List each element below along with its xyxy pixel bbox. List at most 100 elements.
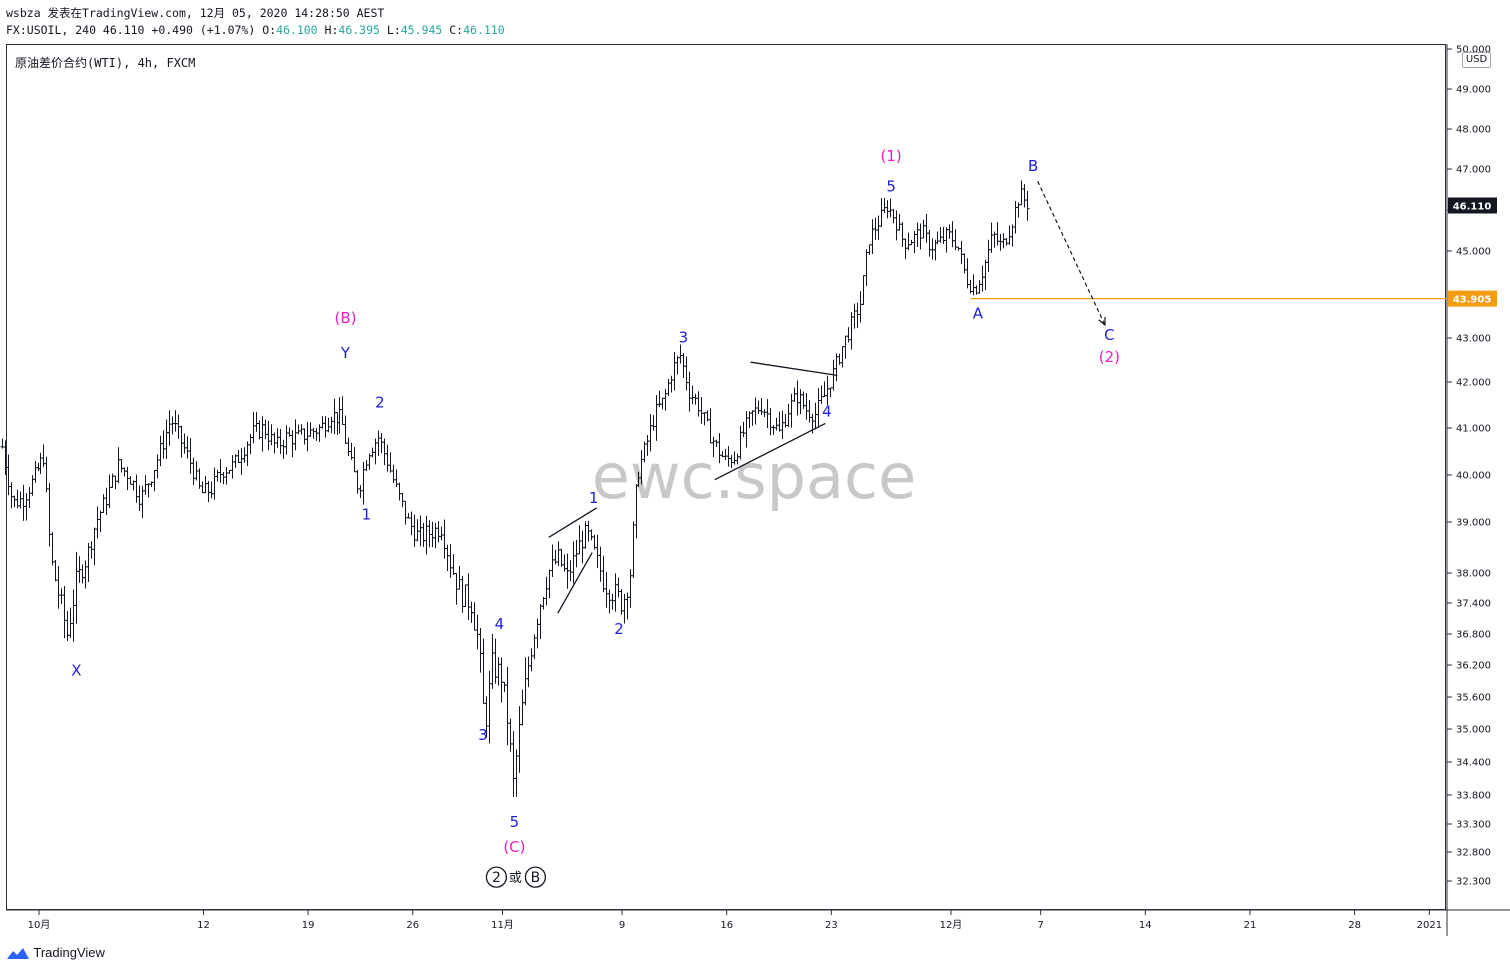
wave-label[interactable]: 1 bbox=[589, 489, 599, 507]
ohlc-bar bbox=[373, 438, 378, 465]
publish-info-text: wsbza 发表在TradingView.com, 12月 05, 2020 1… bbox=[6, 6, 385, 20]
ohlc-bar bbox=[589, 529, 594, 541]
ohlc-bar bbox=[218, 459, 223, 483]
ohlc-bar bbox=[804, 392, 809, 420]
ohlc-bar bbox=[610, 593, 615, 610]
ohlc-bar bbox=[424, 515, 429, 555]
ohlc-bar bbox=[361, 461, 366, 505]
y-axis-label: 49.000 bbox=[1456, 85, 1491, 96]
wave-label[interactable]: A bbox=[973, 304, 984, 322]
wave-label[interactable]: 4 bbox=[495, 615, 505, 633]
ohlc-bar bbox=[595, 534, 600, 569]
y-axis-label: 48.000 bbox=[1456, 125, 1491, 136]
ohlc-bar bbox=[3, 440, 8, 475]
ohlc-bar bbox=[137, 485, 142, 511]
ohlc-bar bbox=[962, 253, 967, 274]
ohlc-bar bbox=[12, 495, 17, 508]
ohlc-bar bbox=[230, 455, 235, 479]
wave-label[interactable]: 2 bbox=[614, 620, 624, 638]
degree-label-or: 或 bbox=[509, 871, 522, 886]
ohlc-bar bbox=[547, 569, 552, 599]
tradingview-branding[interactable]: TradingView bbox=[6, 945, 105, 961]
ohlc-bar bbox=[675, 355, 680, 375]
watermark-text: ewc.space bbox=[592, 440, 917, 513]
x-axis-label: 11月 bbox=[491, 919, 514, 931]
trendline[interactable] bbox=[750, 361, 838, 377]
ohlc-bar bbox=[786, 403, 791, 428]
ohlc-bar bbox=[457, 565, 462, 590]
ohlc-bar bbox=[693, 393, 698, 405]
ohlc-bar bbox=[873, 217, 878, 240]
ohlc-bar bbox=[427, 520, 432, 548]
ohlc-bar bbox=[1022, 184, 1027, 208]
wave-label[interactable]: (1) bbox=[881, 147, 902, 165]
ohlc-bar bbox=[481, 638, 486, 704]
trendline[interactable] bbox=[548, 507, 597, 538]
chart-pane[interactable] bbox=[6, 44, 1446, 910]
ohlc-bar bbox=[885, 200, 890, 219]
y-axis-label: 50.000 bbox=[1456, 45, 1491, 56]
low-label: L: bbox=[386, 23, 401, 37]
wave-label[interactable]: 4 bbox=[822, 403, 832, 421]
wave-label[interactable]: C bbox=[1104, 326, 1114, 344]
ohlc-bar bbox=[56, 566, 61, 609]
y-axis-label: 33.800 bbox=[1456, 791, 1491, 802]
wave-label[interactable]: Y bbox=[340, 344, 351, 362]
wave-label[interactable]: 5 bbox=[510, 813, 520, 831]
close-label: C: bbox=[449, 23, 464, 37]
ohlc-bar bbox=[158, 435, 163, 467]
wave-label[interactable]: 5 bbox=[886, 178, 896, 196]
ohlc-bar bbox=[221, 472, 226, 485]
wave-label[interactable]: 3 bbox=[478, 726, 488, 744]
wave-label[interactable]: X bbox=[71, 662, 81, 680]
wave-label[interactable]: (2) bbox=[1099, 348, 1120, 366]
trendline[interactable] bbox=[557, 552, 593, 614]
wave-label[interactable]: (C) bbox=[503, 838, 525, 856]
ohlc-bar bbox=[475, 614, 480, 650]
ohlc-bar bbox=[511, 731, 516, 798]
wave-label[interactable]: B bbox=[1028, 157, 1038, 175]
tradingview-logo-icon bbox=[7, 947, 29, 959]
x-axis-label: 23 bbox=[825, 920, 838, 931]
y-axis-label: 45.000 bbox=[1456, 247, 1491, 258]
symbol-text: FX:USOIL, 240 46.110 bbox=[6, 23, 152, 37]
ohlc-bar bbox=[571, 541, 576, 584]
ohlc-bar bbox=[412, 514, 417, 547]
ohlc-bar bbox=[314, 428, 319, 441]
ohlc-bar bbox=[935, 231, 940, 245]
ohlc-bar bbox=[24, 493, 29, 521]
ohlc-bar bbox=[281, 439, 286, 459]
ohlc-bar bbox=[544, 576, 549, 606]
y-axis-label: 37.400 bbox=[1456, 599, 1491, 610]
ohlc-bar bbox=[86, 542, 91, 583]
publish-info: wsbza 发表在TradingView.com, 12月 05, 2020 1… bbox=[6, 5, 384, 21]
ohlc-bar bbox=[430, 521, 435, 548]
ohlc-bar bbox=[774, 417, 779, 431]
x-axis-label: 9 bbox=[619, 920, 625, 931]
wave-label[interactable]: 2 bbox=[375, 393, 385, 411]
trendline[interactable] bbox=[714, 422, 826, 481]
ohlc-bar bbox=[965, 258, 970, 289]
price-chart[interactable]: 50.00049.00048.00047.00046.00045.00043.0… bbox=[0, 0, 1510, 940]
ohlc-bar bbox=[813, 402, 818, 430]
ohlc-bar bbox=[83, 560, 88, 589]
ohlc-bar bbox=[445, 544, 450, 571]
ohlc-bar bbox=[915, 222, 920, 247]
ohlc-bar bbox=[224, 467, 229, 485]
ohlc-bar bbox=[191, 457, 196, 486]
ohlc-bar bbox=[867, 244, 872, 255]
ohlc-bar bbox=[672, 351, 677, 391]
currency-badge[interactable]: USD bbox=[1462, 52, 1491, 68]
wave-label[interactable]: (B) bbox=[334, 309, 356, 327]
ohlc-bar bbox=[320, 416, 325, 429]
projection-arrow[interactable] bbox=[1037, 181, 1106, 326]
ohlc-bar bbox=[167, 410, 172, 446]
ohlc-bar bbox=[927, 230, 932, 257]
ohlc-bar bbox=[33, 461, 38, 483]
ohlc-bar bbox=[789, 393, 794, 428]
ohlc-bar bbox=[795, 380, 800, 416]
ohlc-bar bbox=[894, 210, 899, 241]
wave-label[interactable]: 3 bbox=[679, 328, 689, 346]
wave-label[interactable]: 1 bbox=[362, 506, 372, 524]
ohlc-bar bbox=[59, 588, 64, 605]
